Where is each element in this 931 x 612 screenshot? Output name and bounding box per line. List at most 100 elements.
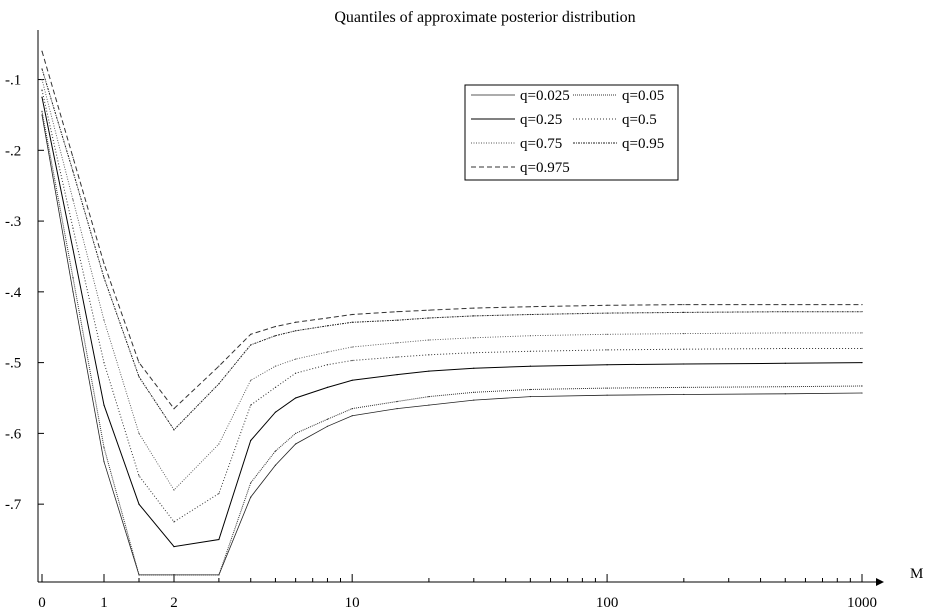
data-point-q-0-25 [138, 503, 140, 505]
data-point-q-0-5 [295, 372, 297, 374]
data-point-q-0-95 [138, 376, 140, 378]
data-point-q-0-5 [428, 354, 430, 356]
data-point-q-0-05 [351, 408, 353, 410]
series-line-q-0-5 [41, 90, 862, 523]
data-point-q-0-5 [41, 89, 43, 91]
data-point-q-0-25 [396, 374, 398, 376]
data-point-q-0-25 [683, 363, 685, 365]
data-point-q-0-05 [473, 391, 475, 393]
data-point-q-0-975 [351, 313, 353, 316]
data-point-q-0-975 [326, 317, 329, 319]
y-tick-label: -.1 [5, 73, 21, 89]
data-point-q-0-05 [103, 446, 105, 449]
data-point-q-0-975 [683, 303, 685, 306]
data-point-q-0-5 [326, 364, 329, 366]
legend-label: q=0.25 [520, 112, 562, 128]
y-tick-label: -.5 [5, 356, 21, 372]
data-point-q-0-05 [41, 110, 43, 112]
data-point-q-0-95 [218, 383, 220, 385]
data-point-q-0-75 [683, 333, 685, 335]
data-point-q-0-05 [326, 418, 329, 420]
legend-label: q=0.5 [622, 112, 657, 128]
data-point-q-0-95 [473, 315, 475, 317]
data-point-q-0-95 [41, 68, 43, 70]
legend-label: q=0.95 [622, 136, 664, 152]
data-point-q-0-75 [138, 432, 140, 434]
data-point-q-0-95 [529, 313, 531, 316]
data-point-q-0-25 [72, 248, 74, 250]
data-point-q-0-025 [683, 393, 685, 396]
data-point-q-0-25 [103, 404, 105, 406]
data-point-q-0-025 [250, 496, 252, 498]
data-point-q-0-975 [274, 325, 277, 328]
data-point-q-0-75 [250, 379, 252, 381]
legend-label: q=0.025 [520, 88, 570, 104]
data-point-q-0-5 [861, 347, 863, 350]
data-point-q-0-5 [72, 227, 74, 229]
data-point-q-0-975 [41, 50, 43, 52]
data-point-q-0-95 [250, 344, 252, 346]
data-point-q-0-05 [138, 574, 140, 576]
data-point-q-0-5 [606, 349, 608, 351]
data-point-q-0-95 [428, 317, 430, 319]
data-point-q-0-95 [326, 325, 329, 327]
data-point-q-0-05 [529, 388, 531, 391]
data-point-q-0-05 [606, 387, 608, 389]
x-tick-label: 0 [38, 595, 46, 611]
data-point-q-0-25 [326, 386, 329, 388]
x-tick-label: 100 [596, 595, 619, 611]
data-point-q-0-75 [861, 332, 863, 334]
y-tick-label: -.2 [5, 143, 21, 159]
data-point-q-0-95 [173, 429, 175, 431]
data-point-q-0-975 [529, 306, 531, 308]
data-point-q-0-95 [274, 335, 277, 337]
data-point-q-0-05 [295, 432, 297, 434]
data-point-q-0-25 [41, 96, 43, 98]
data-point-q-0-75 [529, 335, 531, 337]
data-point-q-0-5 [784, 347, 786, 350]
data-point-q-0-5 [473, 352, 475, 354]
legend-label: q=0.75 [520, 136, 562, 152]
data-point-q-0-025 [103, 461, 105, 463]
data-point-q-0-05 [72, 277, 74, 279]
data-point-q-0-95 [784, 311, 786, 313]
data-point-q-0-05 [218, 574, 220, 576]
data-point-q-0-5 [351, 359, 353, 362]
data-point-q-0-05 [173, 574, 175, 576]
series-lines [41, 50, 863, 576]
data-point-q-0-025 [396, 408, 398, 410]
legend-label: q=0.05 [622, 88, 664, 104]
data-point-q-0-75 [218, 443, 220, 445]
data-point-q-0-5 [683, 348, 685, 350]
data-point-q-0-25 [428, 370, 430, 372]
data-point-q-0-5 [529, 350, 531, 352]
x-tick-label: 10 [345, 595, 360, 611]
data-point-q-0-05 [274, 450, 277, 452]
data-point-q-0-75 [473, 337, 475, 339]
data-point-q-0-025 [428, 404, 430, 406]
y-tick-label: -.7 [5, 497, 22, 513]
data-point-q-0-975 [138, 362, 140, 364]
data-point-q-0-95 [683, 311, 685, 313]
data-point-q-0-75 [295, 358, 297, 360]
data-point-q-0-95 [103, 277, 105, 279]
data-point-q-0-025 [784, 393, 786, 395]
data-point-q-0-25 [295, 397, 297, 399]
data-point-q-0-75 [784, 332, 786, 334]
data-point-q-0-25 [274, 411, 277, 413]
legend-box [464, 84, 679, 181]
data-point-q-0-95 [396, 319, 398, 321]
data-point-q-0-75 [41, 78, 43, 81]
legend-label: q=0.975 [520, 160, 570, 176]
y-tick-label: -.4 [5, 285, 22, 301]
data-point-q-0-75 [326, 351, 329, 353]
data-point-q-0-975 [396, 311, 398, 313]
data-point-q-0-25 [250, 439, 252, 442]
data-point-q-0-25 [606, 364, 608, 366]
data-point-q-0-025 [351, 415, 353, 417]
data-point-q-0-5 [396, 356, 398, 358]
data-point-q-0-025 [606, 394, 608, 396]
data-point-q-0-025 [326, 425, 329, 427]
data-point-q-0-25 [784, 362, 786, 364]
data-point-q-0-975 [606, 304, 608, 306]
